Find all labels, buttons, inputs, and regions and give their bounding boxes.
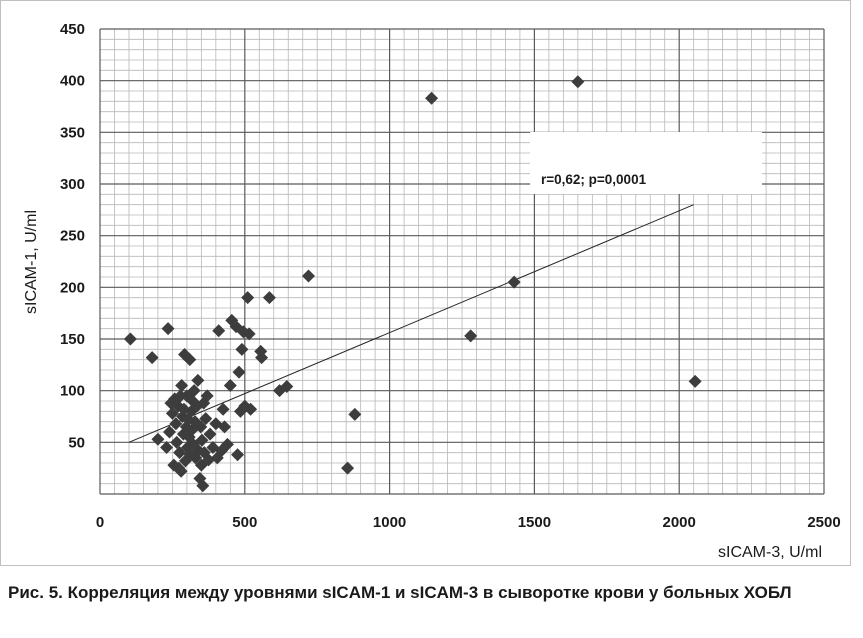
data-point [242,327,256,341]
y-tick-label: 450 [60,21,85,38]
data-point [262,291,276,305]
data-point [191,373,205,387]
data-point [200,389,214,403]
data-point [195,433,209,447]
data-point [688,374,702,388]
x-tick-label: 2500 [807,514,840,531]
y-tick-label: 100 [60,383,85,400]
data-point [196,479,210,493]
y-tick-label: 300 [60,176,85,193]
y-axis-title: sICAM-1, U/ml [23,210,40,314]
data-point [145,351,159,365]
y-tick-label: 200 [60,279,85,296]
data-point [161,322,175,336]
data-point [464,329,478,343]
data-point [203,427,217,441]
data-point [218,420,232,434]
annotation-background [530,132,762,194]
data-point [507,275,521,289]
correlation-annotation: r=0,62; p=0,0001 [541,172,647,187]
data-point [160,441,174,454]
data-point [175,379,189,392]
data-point [123,332,137,346]
data-point [187,384,201,398]
data-point [235,342,249,356]
x-tick-label: 1500 [518,514,551,531]
data-point [163,425,177,439]
chart-frame [0,0,851,566]
data-point [169,417,183,431]
data-point [232,365,246,379]
scatter-chart: 0 500 1000 1500 2000 2500 50 100 150 200 250 300 350… [23,21,841,561]
data-point [216,402,230,416]
x-tick-label: 2000 [663,514,696,531]
data-point [241,291,255,305]
data-point [220,437,234,451]
y-tick-label: 350 [60,124,85,141]
x-tick-label: 0 [96,514,104,531]
data-point [348,407,362,421]
data-point [165,406,179,420]
data-point [341,461,355,475]
minor-grid [100,29,824,494]
data-point [174,464,188,478]
data-point [199,412,213,426]
data-point [231,448,245,462]
data-point [571,75,585,89]
data-point [425,91,439,105]
data-point [212,324,226,338]
data-point [202,453,216,467]
data-point [194,420,208,434]
data-point [151,432,165,446]
data-point [280,380,294,394]
x-tick-label: 500 [232,514,257,531]
data-point [244,402,258,416]
data-point [223,379,237,392]
y-tick-label: 150 [60,331,85,348]
trendline [128,204,694,443]
data-point [183,353,197,367]
figure-caption: Рис. 5. Корреляция между уровнями sICAM-… [8,583,792,602]
major-grid [99,28,825,495]
x-tick-label: 1000 [373,514,406,531]
data-point [255,351,269,365]
y-tick-label: 400 [60,73,85,90]
data-points [123,75,702,493]
data-point [302,269,316,283]
y-tick-label: 250 [60,228,85,245]
x-axis-title: sICAM-3, U/ml [718,544,822,561]
y-tick-label: 50 [68,434,85,451]
data-point [170,435,184,449]
